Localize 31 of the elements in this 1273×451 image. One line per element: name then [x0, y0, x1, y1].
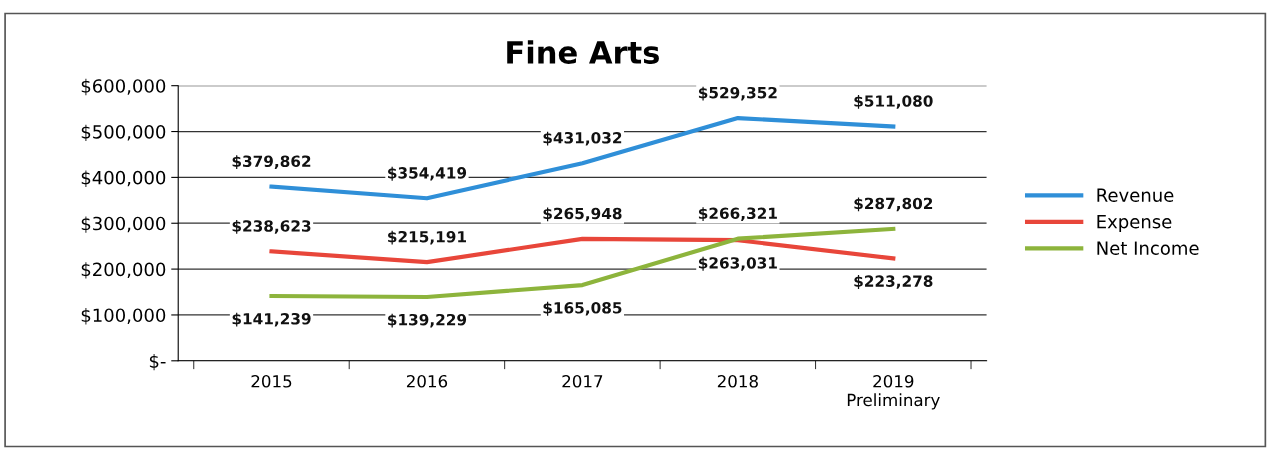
data-label: $141,239: [232, 312, 311, 327]
y-tick-label: $500,000: [81, 124, 166, 142]
y-tick-label: $300,000: [81, 216, 166, 233]
data-label: $511,080: [854, 95, 933, 109]
chart-title: Fine Arts: [507, 40, 659, 64]
data-label: $238,623: [232, 219, 311, 234]
y-tick-label: $200,000: [81, 262, 166, 279]
legend-label: Revenue: [1097, 188, 1174, 202]
data-label: $287,802: [854, 197, 933, 212]
data-label: $215,191: [388, 230, 466, 245]
x-tick-label: 2019 Preliminary: [847, 374, 940, 410]
data-label: $379,862: [232, 155, 311, 170]
data-label: $431,032: [543, 131, 622, 146]
data-label: $265,948: [543, 207, 622, 222]
x-tick-label: 2016: [406, 374, 448, 388]
x-tick-label: 2018: [717, 374, 758, 388]
legend-label: Net Income: [1097, 241, 1199, 255]
data-label: $263,031: [698, 256, 777, 271]
y-tick-label: $600,000: [81, 78, 166, 96]
data-label: $139,229: [388, 313, 467, 328]
x-tick-label: 2017: [562, 374, 603, 388]
data-label: $266,321: [698, 207, 777, 222]
legend-label: Expense: [1097, 215, 1172, 232]
x-tick-label: 2015: [251, 374, 292, 388]
y-tick-label: $400,000: [81, 170, 166, 187]
y-tick-label: $100,000: [81, 308, 166, 325]
data-label: $165,085: [543, 301, 622, 316]
data-label: $354,419: [388, 166, 467, 181]
data-label: $223,278: [854, 275, 933, 289]
data-label: $529,352: [698, 86, 777, 101]
y-tick-label: $-: [149, 353, 166, 371]
